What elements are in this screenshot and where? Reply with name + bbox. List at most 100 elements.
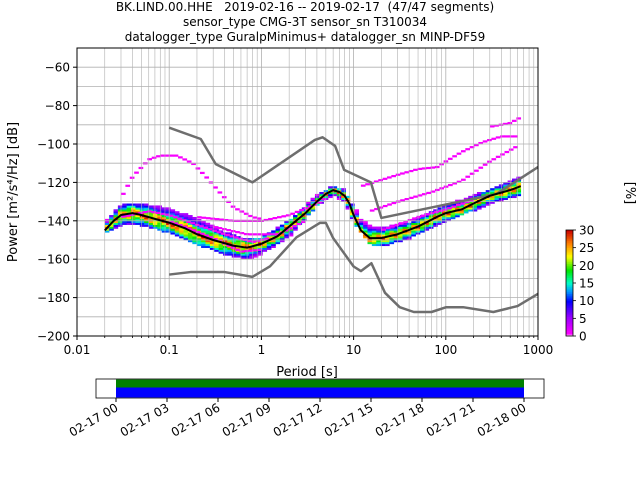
heatmap-cell bbox=[398, 226, 403, 229]
heatmap-cell bbox=[148, 224, 154, 227]
heatmap-cell bbox=[297, 211, 303, 214]
heatmap-cell bbox=[201, 220, 206, 224]
heatmap-cell bbox=[476, 203, 482, 206]
heatmap-cell bbox=[437, 211, 443, 214]
y-tick-label: −140 bbox=[37, 214, 70, 228]
heatmap-cell bbox=[166, 207, 171, 210]
heatmap-cell bbox=[196, 236, 202, 239]
heatmap-cell bbox=[152, 209, 158, 212]
heatmap-outlier-cell bbox=[404, 198, 410, 201]
heatmap-outlier-cell bbox=[226, 244, 231, 247]
heatmap-cell bbox=[236, 253, 241, 256]
heatmap-outlier-cell bbox=[246, 240, 252, 243]
heatmap-cell bbox=[393, 232, 399, 235]
heatmap-outlier-cell bbox=[378, 206, 384, 209]
heatmap-cell bbox=[332, 192, 338, 195]
heatmap-cell bbox=[152, 207, 158, 210]
heatmap-cell bbox=[328, 186, 333, 189]
heatmap-outlier-cell bbox=[147, 210, 152, 213]
heatmap-cell bbox=[476, 207, 482, 210]
colorbar-tick-label: 15 bbox=[579, 277, 594, 291]
heatmap-cell bbox=[205, 243, 211, 247]
heatmap-outlier-cell bbox=[213, 238, 218, 241]
heatmap-outlier-cell bbox=[177, 224, 183, 227]
heatmap-cell bbox=[376, 228, 381, 231]
heatmap-outlier-cell bbox=[434, 210, 439, 214]
heatmap-cell bbox=[349, 215, 355, 218]
heatmap-cell bbox=[402, 222, 408, 225]
heatmap-outlier-cell bbox=[301, 220, 306, 224]
heatmap-cell bbox=[249, 241, 254, 245]
heatmap-cell bbox=[455, 213, 460, 216]
axes-ticks: 0.01 0.1 1 10 100 1000 −60 −80 −100 −120 −140 −160 −… bbox=[37, 61, 553, 357]
heatmap-cell bbox=[227, 241, 233, 245]
heatmap-cell bbox=[183, 222, 189, 225]
heatmap-cell bbox=[258, 241, 263, 245]
heatmap-cell bbox=[174, 234, 180, 237]
colorbar-swatch bbox=[566, 295, 573, 298]
heatmap-outlier-cell bbox=[413, 168, 418, 171]
heatmap-outlier-cell bbox=[213, 226, 218, 229]
heatmap-cell bbox=[109, 218, 114, 222]
heatmap-cell bbox=[516, 180, 522, 183]
heatmap-outlier-cell bbox=[425, 213, 430, 216]
heatmap-cell bbox=[205, 241, 211, 245]
heatmap-cell bbox=[236, 243, 241, 247]
colorbar-swatch bbox=[566, 290, 573, 293]
heatmap-cell bbox=[214, 234, 219, 237]
heatmap-cell bbox=[148, 213, 154, 216]
heatmap-cell bbox=[231, 241, 237, 245]
heatmap-outlier-cell bbox=[217, 191, 223, 194]
heatmap-cell bbox=[398, 228, 403, 231]
colorbar-swatch bbox=[566, 233, 573, 236]
heatmap-cell bbox=[222, 238, 228, 241]
heatmap-outlier-cell bbox=[434, 165, 440, 169]
heatmap-cell bbox=[411, 224, 416, 227]
heatmap-outlier-cell bbox=[173, 222, 179, 225]
heatmap-cell bbox=[135, 216, 141, 220]
heatmap-cell bbox=[135, 203, 141, 206]
heatmap-cell bbox=[205, 240, 211, 243]
heatmap-outlier-cell bbox=[268, 217, 273, 221]
heatmap-cell bbox=[275, 226, 281, 229]
heatmap-cell bbox=[293, 218, 298, 222]
heatmap-cell bbox=[157, 220, 162, 224]
heatmap-cell bbox=[275, 241, 281, 245]
heatmap-cell bbox=[209, 245, 215, 248]
heatmap-cell bbox=[494, 195, 500, 199]
heatmap-cell bbox=[209, 230, 215, 233]
heatmap-cell bbox=[187, 240, 193, 243]
heatmap-cell bbox=[227, 240, 233, 243]
heatmap-cell bbox=[450, 203, 456, 206]
heatmap-outlier-cell bbox=[186, 220, 191, 223]
heatmap-cell bbox=[511, 192, 517, 195]
heatmap-cell bbox=[179, 218, 184, 222]
heatmap-outlier-cell bbox=[239, 250, 245, 253]
heatmap-cell bbox=[481, 193, 487, 197]
heatmap-cell bbox=[109, 228, 114, 231]
colorbar-swatch bbox=[566, 240, 573, 243]
heatmap-cell bbox=[301, 218, 307, 222]
heatmap-outlier-cell bbox=[169, 220, 174, 223]
colorbar-swatch bbox=[566, 245, 573, 249]
heatmap-cell bbox=[170, 209, 176, 212]
heatmap-cell bbox=[428, 222, 434, 225]
heatmap-cell bbox=[174, 230, 180, 233]
heatmap-outlier-cell bbox=[460, 150, 466, 153]
colorbar-swatch bbox=[566, 281, 573, 284]
heatmap-cell bbox=[109, 215, 114, 218]
heatmap-outlier-cell bbox=[235, 208, 240, 211]
heatmap-outlier-cell bbox=[223, 218, 229, 222]
heatmap-cell bbox=[104, 228, 110, 231]
heatmap-cell bbox=[209, 226, 215, 229]
mode-line bbox=[104, 185, 522, 249]
heatmap-cell bbox=[262, 243, 268, 247]
heatmap-cell bbox=[253, 251, 259, 254]
heatmap-outlier-cell bbox=[177, 217, 183, 220]
colorbar-swatch bbox=[566, 267, 573, 270]
heatmap-cell bbox=[148, 215, 154, 218]
heatmap-outlier-cell bbox=[221, 196, 227, 199]
heatmap-outlier-cell bbox=[204, 234, 210, 237]
heatmap-outlier-cell bbox=[448, 183, 453, 187]
heatmap-cell bbox=[310, 199, 316, 202]
